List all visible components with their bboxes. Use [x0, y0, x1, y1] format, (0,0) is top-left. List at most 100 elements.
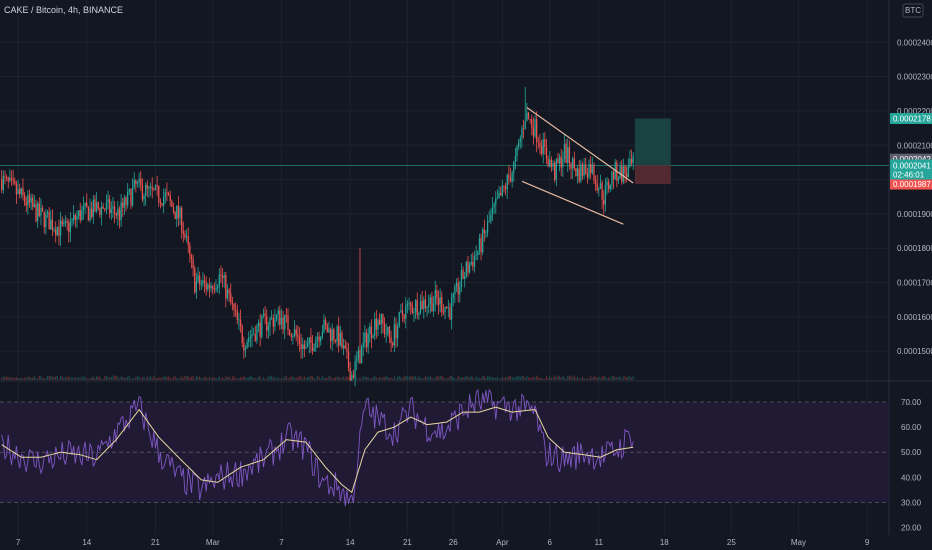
volume-bar — [549, 375, 551, 380]
candle-body — [92, 199, 94, 217]
candle-body — [565, 143, 567, 163]
volume-bar — [92, 376, 94, 380]
volume-bar — [338, 376, 340, 380]
volume-bar — [102, 378, 104, 380]
candle-body — [626, 173, 628, 178]
candle-body — [159, 201, 162, 204]
currency-badge[interactable]: BTC — [902, 3, 924, 18]
volume-bar — [253, 377, 255, 380]
volume-bar — [48, 375, 50, 380]
volume-bar — [601, 376, 603, 380]
volume-bar — [496, 376, 499, 380]
volume-bar — [171, 378, 173, 380]
candle-body — [431, 297, 433, 312]
rsi-pane — [0, 388, 889, 507]
volume-bar — [210, 378, 212, 380]
candle-body — [585, 164, 587, 174]
volume-bar — [225, 375, 227, 380]
volume-bar — [226, 377, 229, 380]
volume-bar — [14, 377, 16, 380]
candle-body — [380, 313, 382, 325]
volume-bar — [390, 377, 392, 380]
volume-bar — [218, 376, 220, 380]
volume-bar — [586, 378, 588, 380]
volume-bar — [25, 378, 27, 380]
candle-body — [347, 351, 350, 368]
volume-bar — [24, 377, 26, 380]
volume-bar — [385, 375, 387, 380]
volume-bar — [122, 377, 124, 380]
candle-body — [339, 332, 342, 346]
candle-body — [568, 147, 571, 164]
volume-bar — [22, 378, 24, 380]
candle-body — [223, 275, 225, 278]
trendlines[interactable] — [521, 107, 634, 225]
volume-bar — [27, 376, 29, 380]
volume-bar — [279, 378, 281, 380]
candle-body — [28, 195, 31, 203]
volume-bar — [367, 377, 369, 380]
candle-body — [575, 168, 577, 177]
candle-body — [359, 350, 361, 364]
volume-bar — [238, 377, 240, 380]
volume-bar — [110, 376, 112, 380]
candle-body — [578, 168, 580, 182]
candle-body — [122, 202, 124, 208]
price-tag-bg — [890, 112, 932, 124]
volume-bar — [182, 377, 184, 380]
volume-bar — [344, 377, 346, 380]
volume-bar — [58, 378, 60, 380]
volume-bar — [400, 377, 402, 380]
volume-bar — [74, 377, 76, 380]
volume-bar — [51, 376, 54, 380]
volume-bar — [163, 377, 165, 380]
candle-body — [333, 329, 335, 340]
price-tag: 0.0002178 — [893, 114, 931, 123]
volume-bar — [554, 375, 556, 380]
candle-body — [354, 361, 356, 378]
volume-bar — [120, 376, 122, 380]
candle-body — [395, 324, 397, 339]
volume-bar — [580, 378, 582, 380]
volume-bar — [217, 378, 219, 380]
candle-body — [40, 207, 42, 216]
volume-bar — [123, 377, 125, 380]
volume-bar — [308, 376, 310, 380]
volume-bar — [148, 377, 150, 380]
candle-body — [449, 307, 451, 320]
volume-bar — [153, 375, 155, 380]
candle-body — [630, 159, 633, 164]
volume-bar — [259, 376, 261, 380]
trendline[interactable] — [526, 107, 634, 184]
trendline[interactable] — [521, 180, 624, 225]
volume-bar — [131, 378, 134, 380]
candle-body — [79, 210, 81, 221]
candle-body — [401, 310, 404, 315]
axes: 71421Mar7142126Apr6111825May9160.0001500… — [16, 38, 932, 547]
volume-bar — [125, 378, 127, 380]
candle-body — [17, 189, 19, 194]
candle-body — [336, 326, 338, 342]
volume-bar — [151, 378, 153, 380]
candle-body — [230, 293, 232, 303]
volume-bar — [558, 375, 561, 380]
volume-bar — [591, 378, 593, 380]
candle-body — [346, 348, 348, 352]
candle-body — [164, 192, 166, 198]
volume-bar — [426, 377, 428, 380]
volume-bar — [405, 376, 407, 380]
volume-bar — [343, 376, 345, 380]
candle-body — [74, 215, 76, 221]
candle-body — [151, 186, 153, 190]
volume-bar — [537, 377, 539, 380]
candle-body — [127, 191, 129, 206]
volume-bar — [307, 377, 309, 380]
candle-body — [210, 285, 212, 289]
volume-bar — [433, 378, 435, 380]
candle-body — [63, 222, 65, 225]
candle-body — [598, 188, 600, 191]
candle-body — [262, 313, 265, 316]
candle-body — [131, 187, 134, 206]
